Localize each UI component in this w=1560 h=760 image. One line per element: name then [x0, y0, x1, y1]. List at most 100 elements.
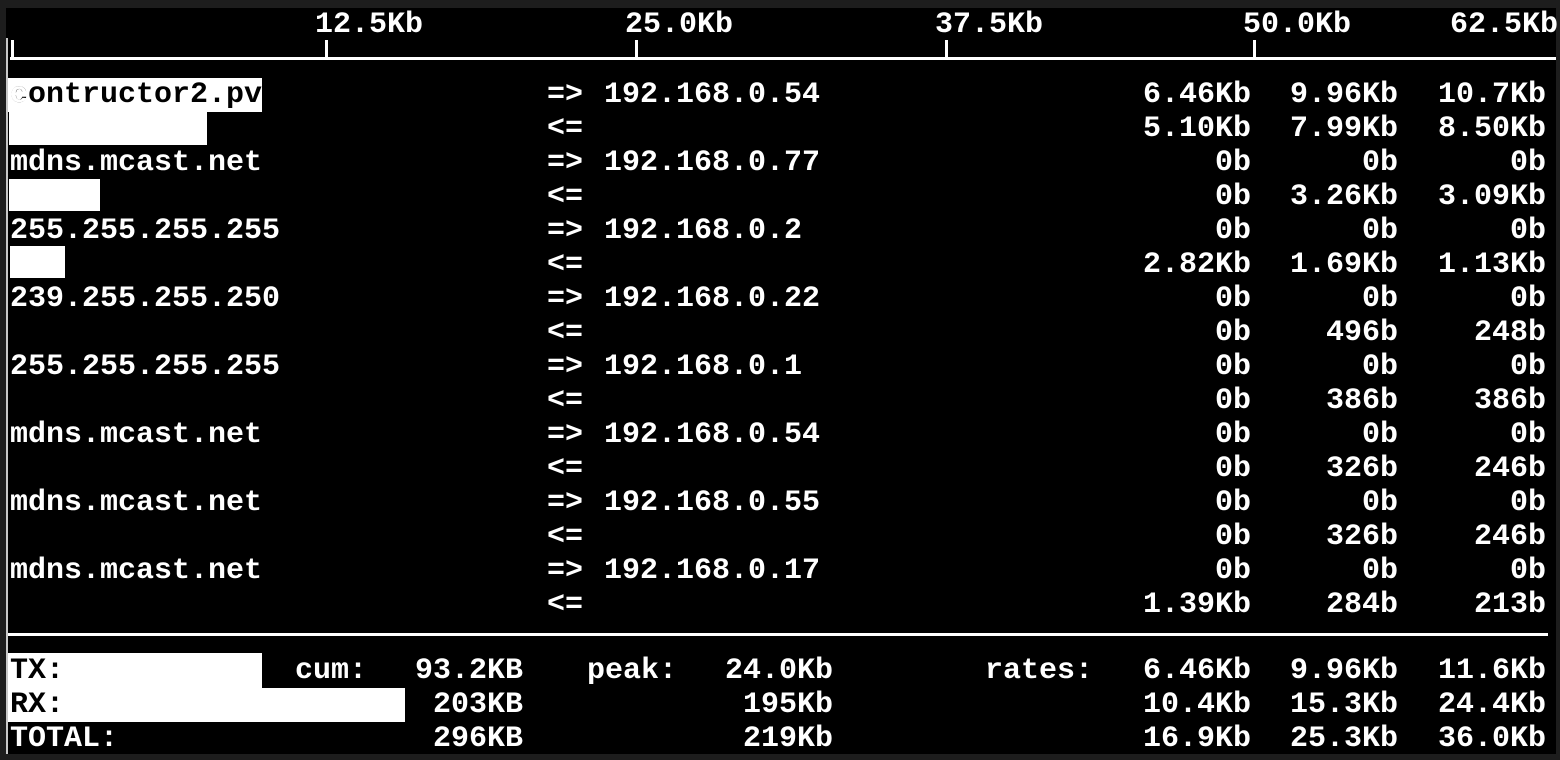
rate-40s: 0b — [1509, 418, 1546, 452]
rate-2s: 0b — [1214, 180, 1251, 214]
rx-arrow-icon: <= — [547, 588, 584, 622]
flow-row-rx: <= 5.10Kb 7.99Kb 8.50Kb — [0, 112, 1560, 146]
rx-arrow-icon: <= — [547, 384, 584, 418]
total-cum-value: 296KB — [432, 722, 523, 756]
rate-2s: 0b — [1214, 418, 1251, 452]
dest-host: 192.168.0.54 — [604, 78, 821, 112]
rate-2s: 1.39Kb — [1142, 588, 1251, 622]
total-label: TOTAL: — [10, 722, 119, 756]
footer-row-rx: RX: 203KB 195Kb 10.4Kb 15.3Kb 24.4Kb — [0, 688, 1560, 722]
scale-tick — [325, 40, 328, 60]
dest-host: 192.168.0.77 — [604, 146, 821, 180]
rate-40s: 246b — [1473, 452, 1546, 486]
rate-10s: 0b — [1361, 282, 1398, 316]
redaction-block — [10, 246, 65, 278]
rate-10s: 9.96Kb — [1289, 78, 1398, 112]
scale-tick — [1253, 40, 1256, 60]
dest-host: 192.168.0.22 — [604, 282, 821, 316]
source-host: mdns.mcast.net — [10, 554, 263, 588]
scale-label: 62.5Kb — [1450, 8, 1559, 42]
rx-cum-value: 203KB — [432, 688, 523, 722]
source-host: mdns.mcast.net — [10, 486, 263, 520]
source-host: mdns.mcast.net — [10, 146, 263, 180]
redaction-block — [9, 112, 207, 145]
redaction-block-tx — [8, 653, 262, 688]
tx-arrow-icon: => — [547, 146, 584, 180]
rate-10s: 0b — [1361, 214, 1398, 248]
flow-row-rx: <= 0b 326b 246b — [0, 452, 1560, 486]
rate-40s: 3.09Kb — [1437, 180, 1546, 214]
scale-bar-axis — [10, 57, 1556, 60]
footer-row-total: TOTAL: 296KB 219Kb 16.9Kb 25.3Kb 36.0Kb — [0, 722, 1560, 756]
flow-row-tx: 255.255.255.255 => 192.168.0.1 0b 0b 0b — [0, 350, 1560, 384]
rate-40s: 1.13Kb — [1437, 248, 1546, 282]
rate-10s: 496b — [1325, 316, 1398, 350]
source-host: 255.255.255.255 — [10, 350, 281, 384]
flow-row-tx: mdns.mcast.net => 192.168.0.17 0b 0b 0b — [0, 554, 1560, 588]
flow-row-rx: <= 0b 386b 386b — [0, 384, 1560, 418]
rx-arrow-icon: <= — [547, 316, 584, 350]
rate-10s: 1.69Kb — [1289, 248, 1398, 282]
flow-row-rx: <= 1.39Kb 284b 213b — [0, 588, 1560, 622]
flow-row-rx: <= 0b 496b 248b — [0, 316, 1560, 350]
rate-2s: 0b — [1214, 554, 1251, 588]
rx-rate-2s: 10.4Kb — [1142, 688, 1251, 722]
rate-2s: 0b — [1214, 316, 1251, 350]
rate-2s: 0b — [1214, 282, 1251, 316]
scale-label: 50.0Kb — [1243, 8, 1352, 42]
rate-2s: 0b — [1214, 384, 1251, 418]
rate-10s: 326b — [1325, 452, 1398, 486]
dest-host: 192.168.0.55 — [604, 486, 821, 520]
rate-2s: 0b — [1214, 214, 1251, 248]
rate-40s: 0b — [1509, 146, 1546, 180]
rate-40s: 0b — [1509, 554, 1546, 588]
rate-40s: 0b — [1509, 350, 1546, 384]
peak-label: peak: — [587, 654, 678, 688]
rx-rate-10s: 15.3Kb — [1289, 688, 1398, 722]
tx-cum-value: 93.2KB — [414, 654, 523, 688]
window-frame-left — [0, 8, 6, 754]
flow-row-tx: contructor2.pv e => 192.168.0.54 6.46Kb 9… — [0, 78, 1560, 112]
rate-2s: 0b — [1214, 486, 1251, 520]
rate-2s: 2.82Kb — [1142, 248, 1251, 282]
rx-arrow-icon: <= — [547, 520, 584, 554]
window-frame-bottom — [0, 754, 1560, 760]
rate-10s: 326b — [1325, 520, 1398, 554]
tx-rate-40s: 11.6Kb — [1437, 654, 1546, 688]
rx-arrow-icon: <= — [547, 452, 584, 486]
rate-10s: 0b — [1361, 554, 1398, 588]
rate-10s: 3.26Kb — [1289, 180, 1398, 214]
total-rate-40s: 36.0Kb — [1437, 722, 1546, 756]
tx-arrow-icon: => — [547, 554, 584, 588]
flow-row-tx: 239.255.255.250 => 192.168.0.22 0b 0b 0b — [0, 282, 1560, 316]
flow-row-tx: mdns.mcast.net => 192.168.0.54 0b 0b 0b — [0, 418, 1560, 452]
tx-rate-2s: 6.46Kb — [1142, 654, 1251, 688]
scale-label: 25.0Kb — [625, 8, 734, 42]
dest-host: 192.168.0.1 — [604, 350, 803, 384]
dest-host: 192.168.0.17 — [604, 554, 821, 588]
rate-10s: 386b — [1325, 384, 1398, 418]
rate-40s: 0b — [1509, 282, 1546, 316]
footer-row-tx: TX: cum: 93.2KB peak: 24.0Kb rates: 6.46… — [0, 654, 1560, 688]
rate-40s: 248b — [1473, 316, 1546, 350]
flow-row-tx: mdns.mcast.net => 192.168.0.77 0b 0b 0b — [0, 146, 1560, 180]
window-frame-top — [0, 0, 1560, 8]
rate-40s: 246b — [1473, 520, 1546, 554]
rate-40s: 386b — [1473, 384, 1546, 418]
tx-arrow-icon: => — [547, 350, 584, 384]
footer-divider — [8, 633, 1548, 636]
rx-arrow-icon: <= — [547, 248, 584, 282]
rate-40s: 213b — [1473, 588, 1546, 622]
tx-arrow-icon: => — [547, 214, 584, 248]
dest-host: 192.168.0.2 — [604, 214, 803, 248]
rate-10s: 7.99Kb — [1289, 112, 1398, 146]
source-host: 239.255.255.250 — [10, 282, 281, 316]
rx-arrow-icon: <= — [547, 180, 584, 214]
rate-40s: 10.7Kb — [1437, 78, 1546, 112]
window-frame-right — [1556, 8, 1560, 754]
tx-label: TX: — [10, 654, 65, 688]
flow-row-rx: <= 2.82Kb 1.69Kb 1.13Kb — [0, 248, 1560, 282]
total-rate-2s: 16.9Kb — [1142, 722, 1251, 756]
total-rate-10s: 25.3Kb — [1289, 722, 1398, 756]
